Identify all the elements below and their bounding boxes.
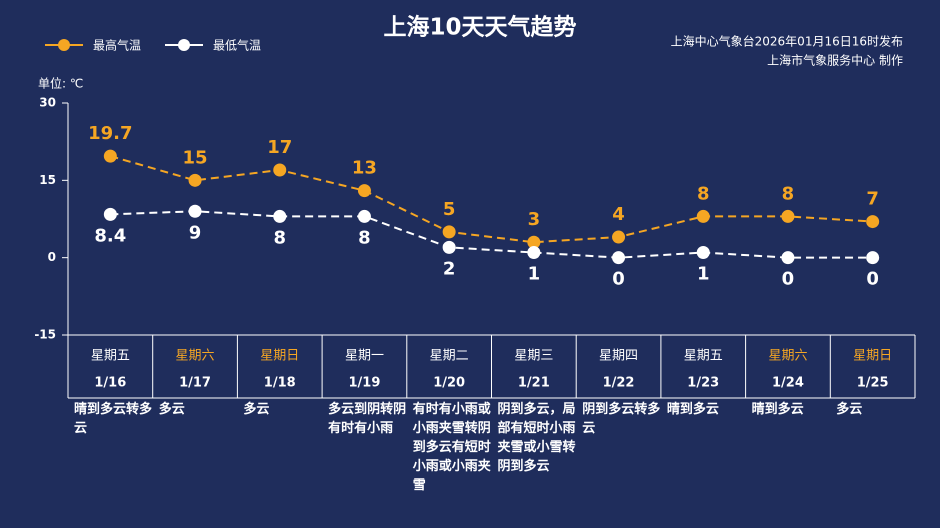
data-label: 8 [273, 227, 286, 248]
data-label: 3 [528, 209, 541, 230]
data-label: 8.4 [94, 225, 126, 246]
data-label: 0 [612, 269, 625, 290]
weather-text: 阴到多云转多云 [582, 402, 661, 436]
weekday-label: 星期二 [430, 349, 469, 364]
weather-text: 晴到多云 [751, 402, 804, 417]
data-label: 17 [267, 137, 292, 158]
data-point [612, 230, 626, 244]
data-point [273, 209, 287, 223]
weather-text: 多云 [836, 402, 863, 417]
data-label: 2 [443, 258, 456, 279]
data-label: 8 [358, 227, 371, 248]
weekday-label: 星期五 [684, 349, 723, 364]
data-point [357, 184, 371, 198]
y-axis-label: 单位: ℃ [38, 76, 83, 91]
data-point [273, 163, 287, 177]
data-point [442, 225, 456, 239]
series-line [110, 210, 873, 259]
data-label: 7 [866, 189, 879, 210]
weekday-label: 星期六 [176, 349, 215, 364]
data-label: 1 [528, 264, 541, 285]
x-tick-label: 1/22 [603, 376, 635, 391]
data-point [612, 251, 626, 265]
weather-text: 多云 [158, 402, 185, 417]
weather-text: 有时有小雨或小雨夹雪转阴到多云有短时小雨或小雨夹雪 [412, 402, 491, 493]
data-label: 8 [782, 183, 795, 204]
legend-label: 最低气温 [213, 38, 261, 53]
x-tick-label: 1/23 [687, 376, 719, 391]
data-label: 19.7 [88, 123, 132, 144]
source: 上海中心气象台2026年01月16日16时发布 [671, 34, 903, 49]
x-tick-label: 1/24 [772, 376, 804, 391]
weather-text: 多云 [243, 402, 270, 417]
data-point [527, 246, 541, 260]
data-point [103, 149, 117, 163]
data-point [696, 209, 710, 223]
data-label: 15 [183, 147, 208, 168]
data-label: 9 [189, 222, 202, 243]
data-point [188, 204, 202, 218]
data-point [103, 207, 117, 221]
series-line [110, 155, 873, 244]
y-tick-label: 15 [39, 173, 56, 187]
legend-marker [58, 39, 70, 51]
weekday-label: 星期四 [599, 349, 638, 364]
x-tick-label: 1/25 [857, 376, 889, 391]
data-point [527, 235, 541, 249]
weekday-label: 星期一 [345, 349, 384, 364]
data-point [188, 173, 202, 187]
data-label: 5 [443, 199, 456, 220]
weekday-label: 星期三 [514, 349, 553, 364]
weekday-label: 星期日 [853, 349, 892, 364]
legend-marker [178, 39, 190, 51]
data-label: 1 [697, 264, 710, 285]
data-point [357, 209, 371, 223]
data-point [696, 246, 710, 260]
weather-text: 多云到阴转阴有时有小雨 [328, 402, 407, 436]
data-label: 0 [866, 269, 879, 290]
data-label: 8 [697, 183, 710, 204]
weekday-label: 星期日 [260, 349, 299, 364]
data-point [866, 215, 880, 229]
data-label: 13 [352, 158, 377, 179]
weather-text: 晴到多云转多云 [74, 402, 153, 436]
x-tick-label: 1/19 [349, 376, 381, 391]
weather-text: 阴到多云，局部有短时小雨夹雪或小雪转阴到多云 [497, 402, 576, 474]
x-tick-label: 1/18 [264, 376, 296, 391]
chart-title: 上海10天天气趋势 [383, 14, 576, 41]
data-label: 4 [612, 204, 625, 225]
weather-text: 晴到多云 [666, 402, 719, 417]
weekday-label: 星期五 [91, 349, 130, 364]
weekday-label: 星期六 [768, 349, 807, 364]
x-tick-label: 1/21 [518, 376, 550, 391]
data-label: 0 [782, 269, 795, 290]
x-tick-label: 1/20 [433, 376, 465, 391]
data-point [442, 240, 456, 254]
source: 上海市气象服务中心 制作 [767, 53, 903, 68]
y-tick-label: 30 [39, 96, 56, 110]
y-tick-label: 0 [48, 250, 56, 264]
data-point [781, 251, 795, 265]
data-point [866, 251, 880, 265]
y-tick-label: -15 [34, 328, 56, 342]
x-tick-label: 1/16 [94, 376, 126, 391]
x-tick-label: 1/17 [179, 376, 211, 391]
data-point [781, 209, 795, 223]
legend-label: 最高气温 [93, 38, 141, 53]
